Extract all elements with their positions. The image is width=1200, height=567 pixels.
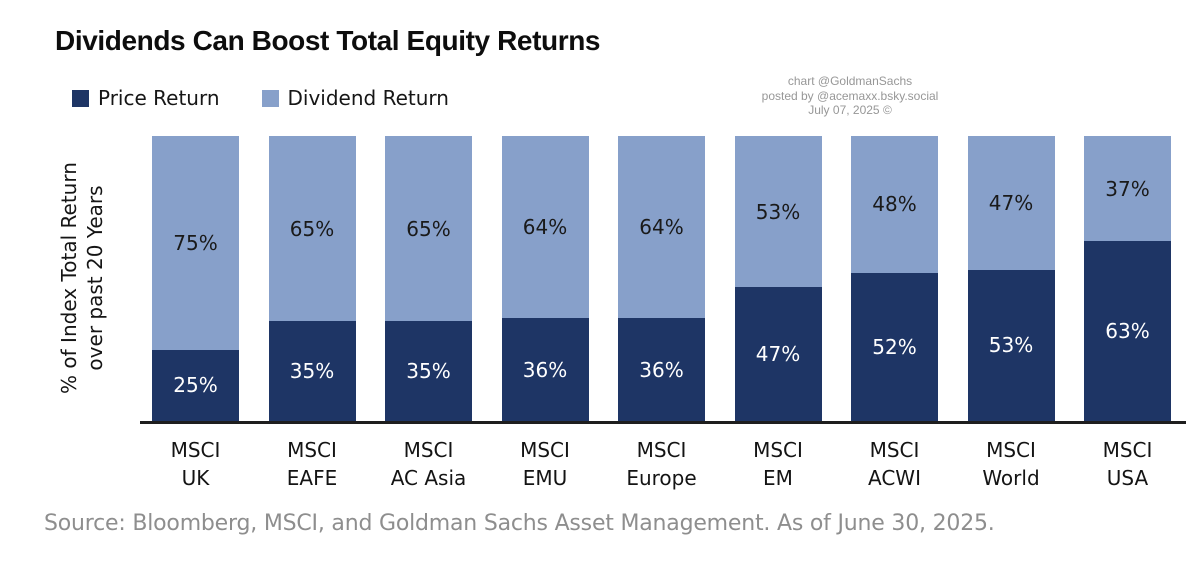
- y-axis-title-line-1: % of Index Total Return: [57, 162, 81, 394]
- attribution-line-2: posted by @acemaxx.bsky.social: [761, 88, 939, 103]
- x-axis-label-msci-world: MSCI World: [982, 438, 1040, 490]
- plot-area: 75% 25% 65% 35% 65% 35% 64% 36% 64% 36% 53% 47% 48% 5…: [140, 136, 1186, 424]
- bar-msci-usa: 37% 63%: [1084, 136, 1171, 421]
- attribution-note: chart @GoldmanSachs posted by @acemaxx.b…: [700, 74, 1000, 118]
- dividend-return-value-label: 47%: [988, 190, 1034, 215]
- bar-msci-world: 47% 53%: [967, 136, 1055, 421]
- bar-msci-ac-asia: 65% 35%: [385, 136, 472, 421]
- bar-msci-emu: 64% 36%: [501, 136, 589, 421]
- dividend-return-value-label: 64%: [639, 215, 684, 240]
- bar-segment-price-return: 35%: [268, 321, 356, 421]
- price-return-value-label: 36%: [639, 357, 684, 382]
- y-axis-title: % of Index Total Return over past 20 Yea…: [56, 128, 108, 428]
- bar-segment-dividend-return: 47%: [967, 136, 1055, 270]
- dividend-return-value-label: 53%: [755, 199, 801, 224]
- bar-segment-price-return: 53%: [967, 269, 1055, 421]
- price-return-value-label: 52%: [872, 334, 917, 359]
- legend: Price Return Dividend Return: [72, 86, 449, 110]
- bar-msci-acwi: 48% 52%: [851, 136, 938, 421]
- bar-segment-dividend-return: 37%: [1084, 136, 1171, 242]
- x-axis-label-msci-uk: MSCI UK: [170, 438, 221, 490]
- dividend-return-value-label: 75%: [173, 230, 218, 255]
- chart-title: Dividends Can Boost Total Equity Returns: [55, 25, 601, 56]
- price-return-value-label: 47%: [755, 342, 801, 367]
- x-axis-label-msci-ac-asia: MSCI AC Asia: [390, 438, 467, 490]
- bar-segment-price-return: 52%: [851, 272, 938, 421]
- bar-segment-price-return: 35%: [385, 321, 472, 421]
- x-axis-label-msci-europe: MSCI Europe: [626, 438, 697, 490]
- price-return-value-label: 35%: [406, 359, 451, 384]
- attribution-line-3: July 07, 2025 ©: [808, 103, 892, 117]
- x-axis-label-msci-acwi: MSCI ACWI: [868, 438, 921, 490]
- bar-segment-dividend-return: 65%: [268, 136, 356, 322]
- x-axis-label-msci-usa: MSCI USA: [1102, 438, 1153, 490]
- bar-segment-dividend-return: 64%: [501, 136, 589, 319]
- price-return-value-label: 53%: [988, 333, 1034, 358]
- bar-segment-price-return: 36%: [501, 318, 589, 421]
- x-axis-label-msci-emu: MSCI EMU: [520, 438, 570, 490]
- bar-segment-price-return: 25%: [152, 349, 239, 421]
- dividend-return-value-label: 37%: [1105, 176, 1150, 201]
- dividend-return-value-label: 65%: [406, 216, 451, 241]
- price-return-value-label: 36%: [522, 357, 568, 382]
- legend-swatch-icon: [72, 89, 89, 107]
- y-axis-title-line-2: over past 20 Years: [83, 185, 107, 371]
- bar-segment-price-return: 36%: [618, 318, 705, 421]
- legend-swatch-icon: [261, 89, 279, 107]
- price-return-value-label: 25%: [173, 373, 218, 398]
- legend-item-1: Dividend Return: [261, 86, 449, 110]
- x-axis-label-msci-em: MSCI EM: [753, 438, 803, 490]
- price-return-value-label: 63%: [1105, 319, 1150, 344]
- bar-msci-europe: 64% 36%: [618, 136, 705, 421]
- x-axis-label-msci-eafe: MSCI EAFE: [286, 438, 338, 490]
- dividend-return-value-label: 64%: [522, 215, 568, 240]
- bar-segment-price-return: 63%: [1084, 241, 1171, 421]
- bar-msci-em: 53% 47%: [734, 136, 822, 421]
- bar-segment-dividend-return: 65%: [385, 136, 472, 322]
- bar-segment-dividend-return: 75%: [152, 136, 239, 350]
- bar-segment-price-return: 47%: [734, 287, 822, 421]
- bar-segment-dividend-return: 48%: [851, 136, 938, 273]
- dividend-return-value-label: 65%: [289, 216, 335, 241]
- dividend-return-value-label: 48%: [872, 192, 917, 217]
- legend-label: Dividend Return: [287, 86, 449, 110]
- x-axis-labels: MSCI UK MSCI EAFE MSCI AC Asia MSCI EMU MSCI Euro…: [140, 436, 1186, 500]
- price-return-value-label: 35%: [289, 359, 335, 384]
- legend-item-0: Price Return: [72, 86, 220, 110]
- bar-msci-eafe: 65% 35%: [268, 136, 356, 421]
- bar-segment-dividend-return: 53%: [734, 136, 822, 288]
- legend-label: Price Return: [98, 86, 220, 110]
- bar-segment-dividend-return: 64%: [618, 136, 705, 319]
- source-note: Source: Bloomberg, MSCI, and Goldman Sac…: [44, 511, 995, 536]
- bar-msci-uk: 75% 25%: [152, 136, 239, 421]
- attribution-line-1: chart @GoldmanSachs: [787, 74, 913, 88]
